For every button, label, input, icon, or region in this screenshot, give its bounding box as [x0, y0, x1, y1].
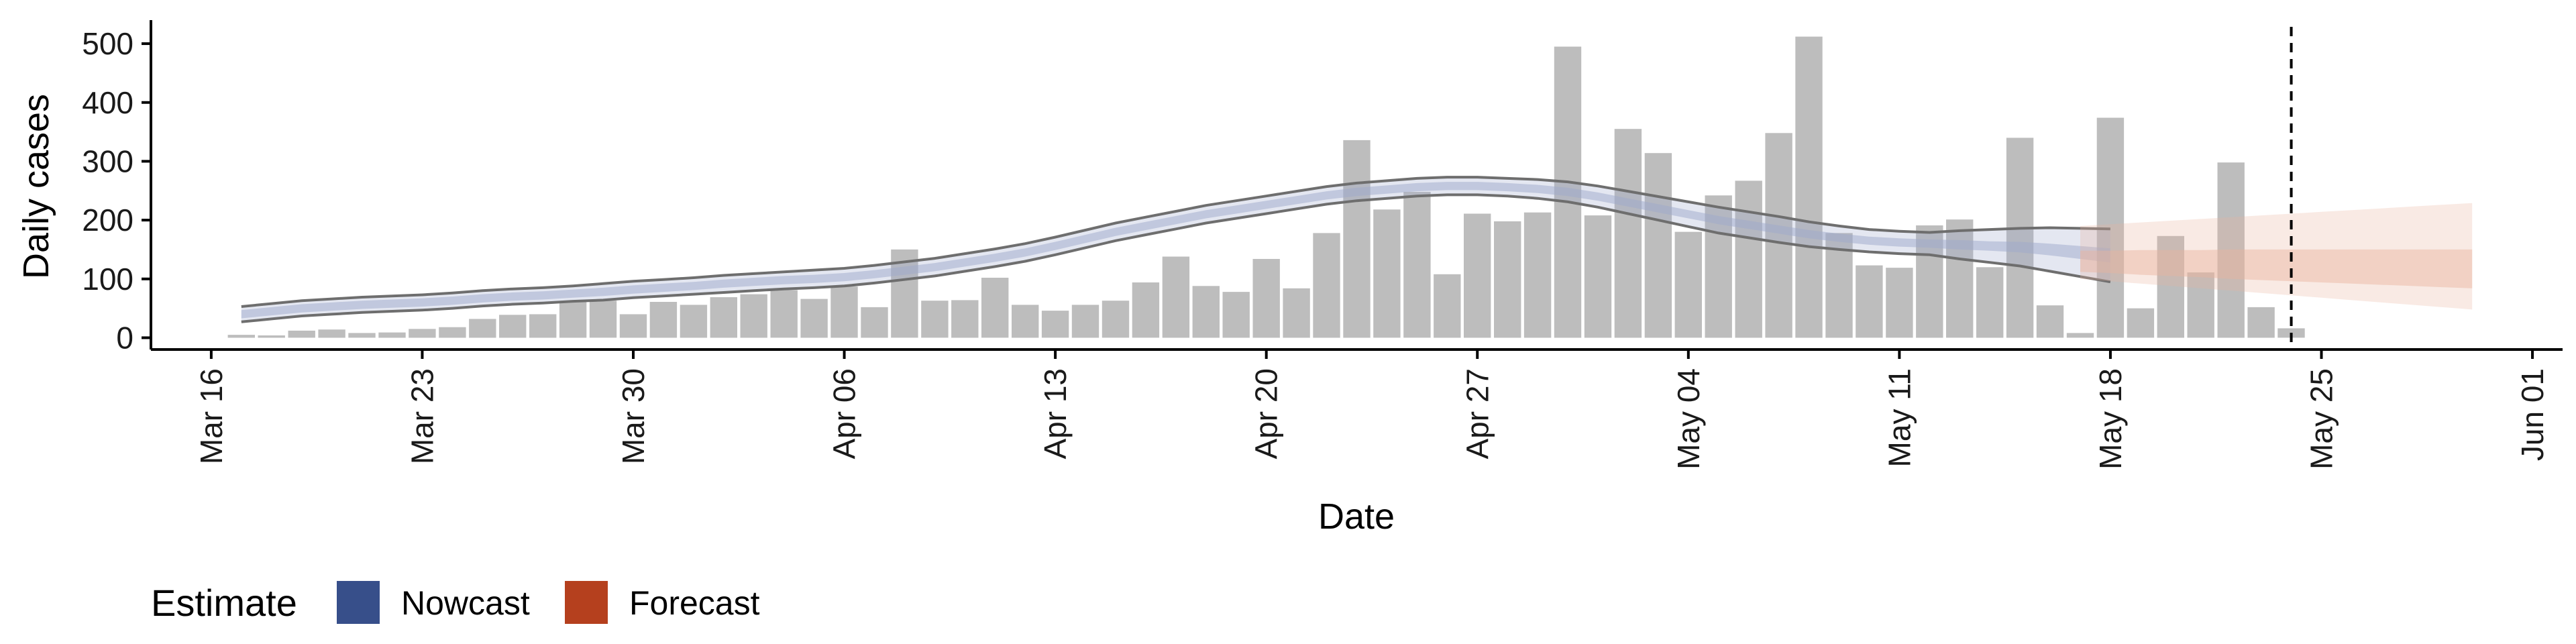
- x-tick-label: Jun 01: [2515, 368, 2550, 461]
- daily-case-bar: [861, 307, 888, 338]
- daily-case-bar: [1644, 153, 1672, 338]
- x-tick-label: Apr 13: [1038, 368, 1073, 460]
- x-tick-label: May 04: [1671, 368, 1706, 470]
- daily-case-bar: [710, 297, 737, 338]
- daily-case-bar: [981, 278, 1009, 338]
- forecast-90-band: [2080, 203, 2473, 310]
- daily-case-bar: [2006, 138, 2034, 338]
- daily-case-bar: [1946, 219, 1974, 338]
- daily-case-bar: [2187, 272, 2214, 338]
- daily-case-bar: [2036, 305, 2064, 338]
- daily-case-bar: [499, 315, 527, 338]
- daily-case-bar: [1192, 286, 1220, 338]
- y-tick-label: 300: [82, 144, 133, 178]
- daily-case-bar: [1584, 215, 1612, 338]
- daily-case-bar: [529, 314, 557, 338]
- x-tick-label: Apr 27: [1460, 368, 1495, 460]
- daily-case-bar: [1283, 288, 1310, 338]
- daily-case-bar: [409, 329, 436, 338]
- daily-case-bar: [1373, 209, 1401, 338]
- daily-case-bar: [1464, 213, 1491, 338]
- daily-case-bar: [2066, 333, 2094, 338]
- forecast-50-band: [2080, 249, 2473, 288]
- daily-case-bar: [589, 301, 617, 338]
- daily-case-bar: [1313, 233, 1340, 338]
- daily-case-bar: [1252, 259, 1280, 338]
- daily-case-bar: [1523, 212, 1552, 338]
- x-axis-label: Date: [1318, 496, 1395, 537]
- x-tick-label: Mar 16: [194, 368, 229, 464]
- daily-case-bar: [649, 302, 678, 338]
- daily-case-bar: [2247, 307, 2275, 338]
- daily-case-bar: [439, 327, 466, 338]
- daily-case-bar: [951, 300, 979, 338]
- daily-case-bar: [1976, 267, 2004, 338]
- y-tick-label: 500: [82, 26, 133, 61]
- daily-case-bar: [800, 299, 828, 338]
- daily-case-bar: [1434, 274, 1461, 338]
- daily-case-bar: [1132, 282, 1160, 338]
- daily-case-bar: [469, 319, 496, 338]
- legend-swatch-nowcast: [337, 581, 380, 624]
- daily-case-bar: [921, 301, 949, 338]
- daily-case-bar: [318, 329, 345, 338]
- y-axis-label: Daily cases: [16, 94, 56, 279]
- daily-case-bar: [378, 332, 406, 338]
- daily-case-bar: [1102, 301, 1130, 338]
- bars: [227, 36, 2305, 338]
- x-tick-label: May 25: [2304, 368, 2339, 470]
- nowcast-50-band: [241, 182, 2110, 319]
- daily-case-bar: [1735, 180, 1762, 338]
- y-tick-label: 200: [82, 203, 133, 237]
- daily-case-bar: [2157, 235, 2184, 338]
- x-tick-label: Apr 20: [1249, 368, 1284, 460]
- legend: Estimate Nowcast Forecast: [151, 581, 760, 624]
- daily-case-bar: [1674, 231, 1702, 338]
- daily-case-bar: [288, 330, 315, 338]
- daily-case-bar: [1856, 265, 1883, 338]
- daily-case-bar: [830, 286, 858, 338]
- daily-case-bar: [1765, 133, 1792, 338]
- daily-case-bar: [1041, 311, 1069, 338]
- daily-case-bar: [1614, 129, 1642, 338]
- nowcast-upper-line: [241, 176, 2110, 308]
- daily-case-bar: [619, 314, 647, 338]
- daily-case-bar: [1494, 221, 1521, 338]
- daily-case-bar: [1343, 140, 1371, 338]
- daily-case-bar: [740, 294, 767, 338]
- x-tick-label: May 18: [2093, 368, 2128, 470]
- x-tick-label: Mar 30: [616, 368, 651, 464]
- estimate-bands: [241, 176, 2473, 323]
- daily-case-bar: [1071, 305, 1099, 338]
- daily-case-bar: [559, 302, 587, 338]
- daily-case-bar: [1222, 292, 1250, 338]
- legend-label-nowcast: Nowcast: [401, 584, 530, 622]
- daily-case-bar: [770, 290, 798, 338]
- y-tick-label: 0: [116, 320, 133, 355]
- daily-case-bar: [1012, 305, 1039, 338]
- y-tick-label: 400: [82, 85, 133, 120]
- legend-title: Estimate: [151, 582, 297, 624]
- x-tick-label: May 11: [1882, 368, 1917, 467]
- legend-swatch-forecast: [565, 581, 608, 624]
- daily-case-bar: [1886, 268, 1913, 338]
- x-tick-label: Mar 23: [405, 368, 439, 464]
- y-tick-label: 100: [82, 262, 133, 297]
- daily-case-bar: [2217, 162, 2245, 338]
- daily-case-bar: [348, 333, 376, 338]
- daily-case-bar: [227, 335, 255, 338]
- daily-case-bar: [1795, 36, 1823, 338]
- x-tick-label: Apr 06: [827, 368, 862, 460]
- daily-case-bar: [2127, 308, 2155, 338]
- nowcast-lower-line: [241, 193, 2111, 323]
- axes: 0 100 200 300 400 500 Mar 16 Mar 23 Mar 30 Apr 06…: [82, 20, 2563, 470]
- daily-case-bar: [680, 305, 708, 338]
- daily-case-bar: [258, 335, 285, 338]
- legend-label-forecast: Forecast: [629, 584, 760, 622]
- daily-case-bar: [1403, 192, 1431, 338]
- daily-case-bar: [1162, 256, 1190, 338]
